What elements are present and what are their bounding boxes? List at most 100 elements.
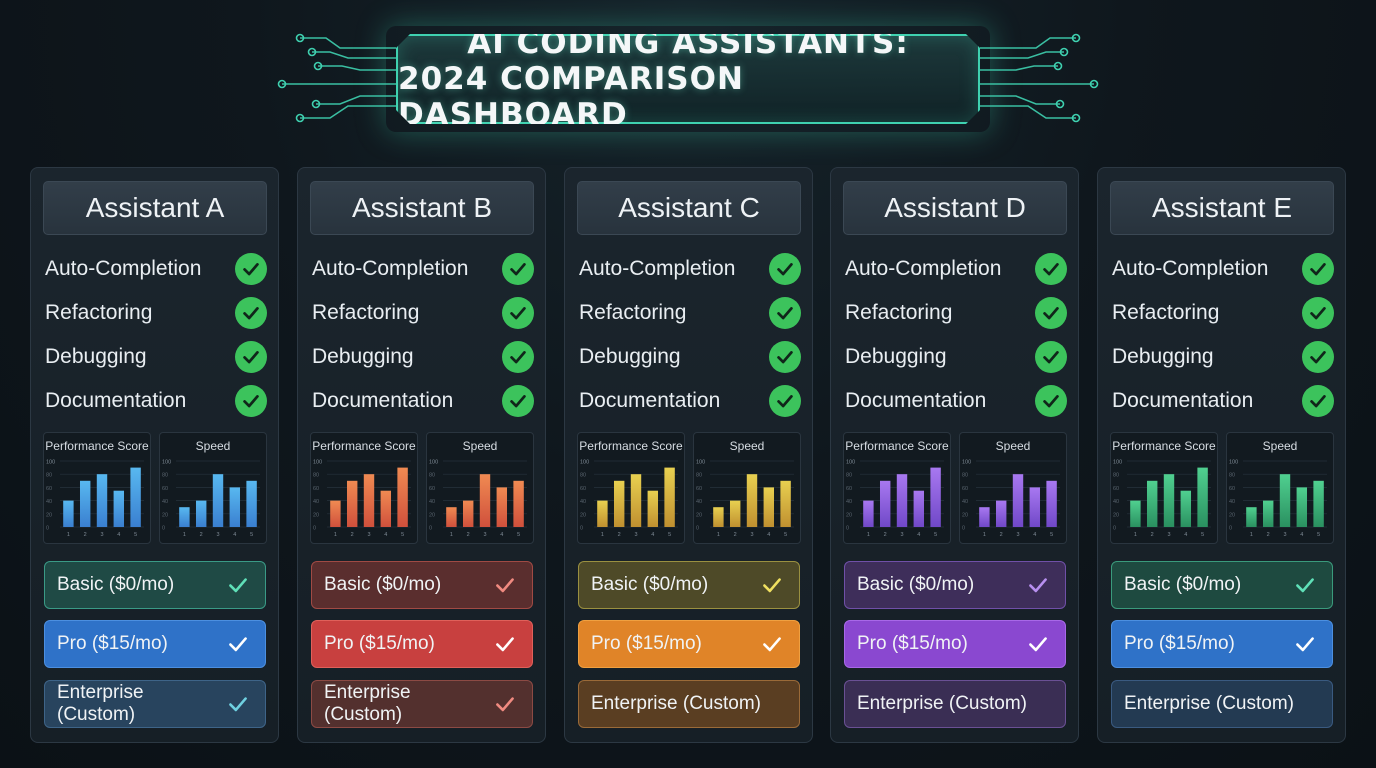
y-tick-label: 0 — [580, 526, 583, 532]
plan-basic-0-mo[interactable]: Basic ($0/mo) — [578, 561, 800, 609]
y-tick-label: 100 — [162, 460, 171, 466]
circuit-node — [1071, 33, 1081, 43]
y-tick-label: 20 — [313, 512, 319, 518]
plan-enterprise-custom[interactable]: Enterprise (Custom) — [311, 680, 533, 728]
circuit-node — [1053, 61, 1063, 71]
plan-basic-0-mo[interactable]: Basic ($0/mo) — [844, 561, 1066, 609]
circuit-node — [1071, 113, 1081, 123]
plan-label: Enterprise (Custom) — [324, 682, 411, 725]
y-tick-label: 100 — [580, 460, 589, 466]
feature-documentation: Documentation — [845, 384, 1067, 418]
assistant-card-assistant-c: Assistant C Auto-Completion Refactoring Deb… — [564, 167, 813, 743]
y-tick-label: 40 — [1113, 499, 1119, 505]
feature-label: Auto-Completion — [1112, 257, 1269, 280]
bar-chart-svg: 100 80 60 40 20 0 1 2 3 4 5 — [580, 460, 678, 538]
circuit-trace — [318, 65, 396, 71]
y-tick-label: 100 — [696, 460, 705, 466]
bar — [1163, 474, 1175, 527]
chart-title: Performance Score — [312, 439, 416, 453]
feature-refactoring: Refactoring — [45, 296, 267, 330]
bar — [1262, 500, 1274, 527]
feature-documentation: Documentation — [312, 384, 534, 418]
x-tick-label: 5 — [1201, 532, 1204, 538]
x-tick-label: 4 — [384, 532, 387, 538]
checkmark-icon — [1292, 631, 1318, 657]
plan-pro-15-mo[interactable]: Pro ($15/mo) — [44, 620, 266, 668]
plan-pro-15-mo[interactable]: Pro ($15/mo) — [1111, 620, 1333, 668]
feature-label: Debugging — [45, 345, 147, 368]
checkmark-icon — [1025, 572, 1051, 598]
y-tick-label: 100 — [313, 460, 322, 466]
bar — [363, 474, 375, 527]
bar — [397, 467, 408, 527]
x-tick-label: 3 — [1167, 532, 1170, 538]
y-tick-label: 80 — [1113, 473, 1119, 479]
checkmark-icon — [225, 691, 251, 717]
y-tick-label: 100 — [846, 460, 855, 466]
circuit-trace — [980, 95, 1060, 105]
feature-debugging: Debugging — [845, 340, 1067, 374]
circuit-node — [313, 61, 323, 71]
y-tick-label: 40 — [1229, 499, 1235, 505]
checkmark-icon — [225, 572, 251, 598]
bar — [1146, 480, 1158, 527]
bar — [1313, 480, 1324, 527]
y-tick-label: 20 — [1229, 512, 1235, 518]
feature-label: Auto-Completion — [845, 257, 1002, 280]
x-tick-label: 5 — [668, 532, 671, 538]
plan-label: Enterprise (Custom) — [857, 693, 1027, 714]
plan-enterprise-custom[interactable]: Enterprise (Custom) — [44, 680, 266, 728]
x-tick-label: 5 — [517, 532, 520, 538]
performance-score-chart: Performance Score 100 80 60 40 20 0 1 2 3 4 5 — [1110, 432, 1218, 544]
x-tick-label: 5 — [401, 532, 404, 538]
y-tick-label: 80 — [846, 473, 852, 479]
y-tick-label: 80 — [313, 473, 319, 479]
plan-pro-15-mo[interactable]: Pro ($15/mo) — [844, 620, 1066, 668]
y-tick-label: 20 — [846, 512, 852, 518]
bar — [113, 490, 125, 527]
y-tick-label: 40 — [846, 499, 852, 505]
feature-label: Debugging — [579, 345, 681, 368]
bar — [130, 467, 141, 527]
y-tick-label: 20 — [162, 512, 168, 518]
chart-title: Speed — [195, 439, 231, 453]
plan-pro-15-mo[interactable]: Pro ($15/mo) — [311, 620, 533, 668]
checkmark-icon — [1025, 631, 1051, 657]
bar — [1046, 480, 1057, 527]
x-tick-label: 1 — [1250, 532, 1253, 538]
check-circle-icon — [1035, 385, 1067, 417]
chart-title: Performance Score — [845, 439, 949, 453]
y-tick-label: 0 — [46, 526, 49, 532]
y-tick-label: 20 — [1113, 512, 1119, 518]
x-tick-label: 4 — [1300, 532, 1303, 538]
plan-basic-0-mo[interactable]: Basic ($0/mo) — [311, 561, 533, 609]
x-tick-label: 2 — [351, 532, 354, 538]
plan-enterprise-custom[interactable]: Enterprise (Custom) — [1111, 680, 1333, 728]
bar — [330, 500, 341, 527]
x-tick-label: 2 — [1267, 532, 1270, 538]
feature-documentation: Documentation — [1112, 384, 1334, 418]
bar — [1279, 474, 1291, 527]
x-tick-label: 2 — [734, 532, 737, 538]
circuit-node — [311, 99, 321, 109]
plan-basic-0-mo[interactable]: Basic ($0/mo) — [44, 561, 266, 609]
plan-basic-0-mo[interactable]: Basic ($0/mo) — [1111, 561, 1333, 609]
x-tick-label: 3 — [216, 532, 219, 538]
circuit-node — [1055, 99, 1065, 109]
feature-label: Documentation — [845, 389, 987, 412]
bar-chart-svg: 100 80 60 40 20 0 1 2 3 4 5 — [1113, 460, 1211, 538]
check-circle-icon — [1302, 385, 1334, 417]
circuit-trace — [300, 37, 396, 49]
check-circle-icon — [502, 297, 534, 329]
speed-chart: Speed 100 80 60 40 20 0 1 2 3 4 5 — [1226, 432, 1334, 544]
feature-label: Documentation — [45, 389, 187, 412]
plan-pro-15-mo[interactable]: Pro ($15/mo) — [578, 620, 800, 668]
plan-enterprise-custom[interactable]: Enterprise (Custom) — [844, 680, 1066, 728]
bar — [1197, 467, 1208, 527]
feature-documentation: Documentation — [579, 384, 801, 418]
bar-chart-svg: 100 80 60 40 20 0 1 2 3 4 5 — [162, 460, 260, 538]
feature-label: Refactoring — [45, 301, 153, 324]
checkmark-icon — [759, 572, 785, 598]
x-tick-label: 2 — [618, 532, 621, 538]
plan-enterprise-custom[interactable]: Enterprise (Custom) — [578, 680, 800, 728]
